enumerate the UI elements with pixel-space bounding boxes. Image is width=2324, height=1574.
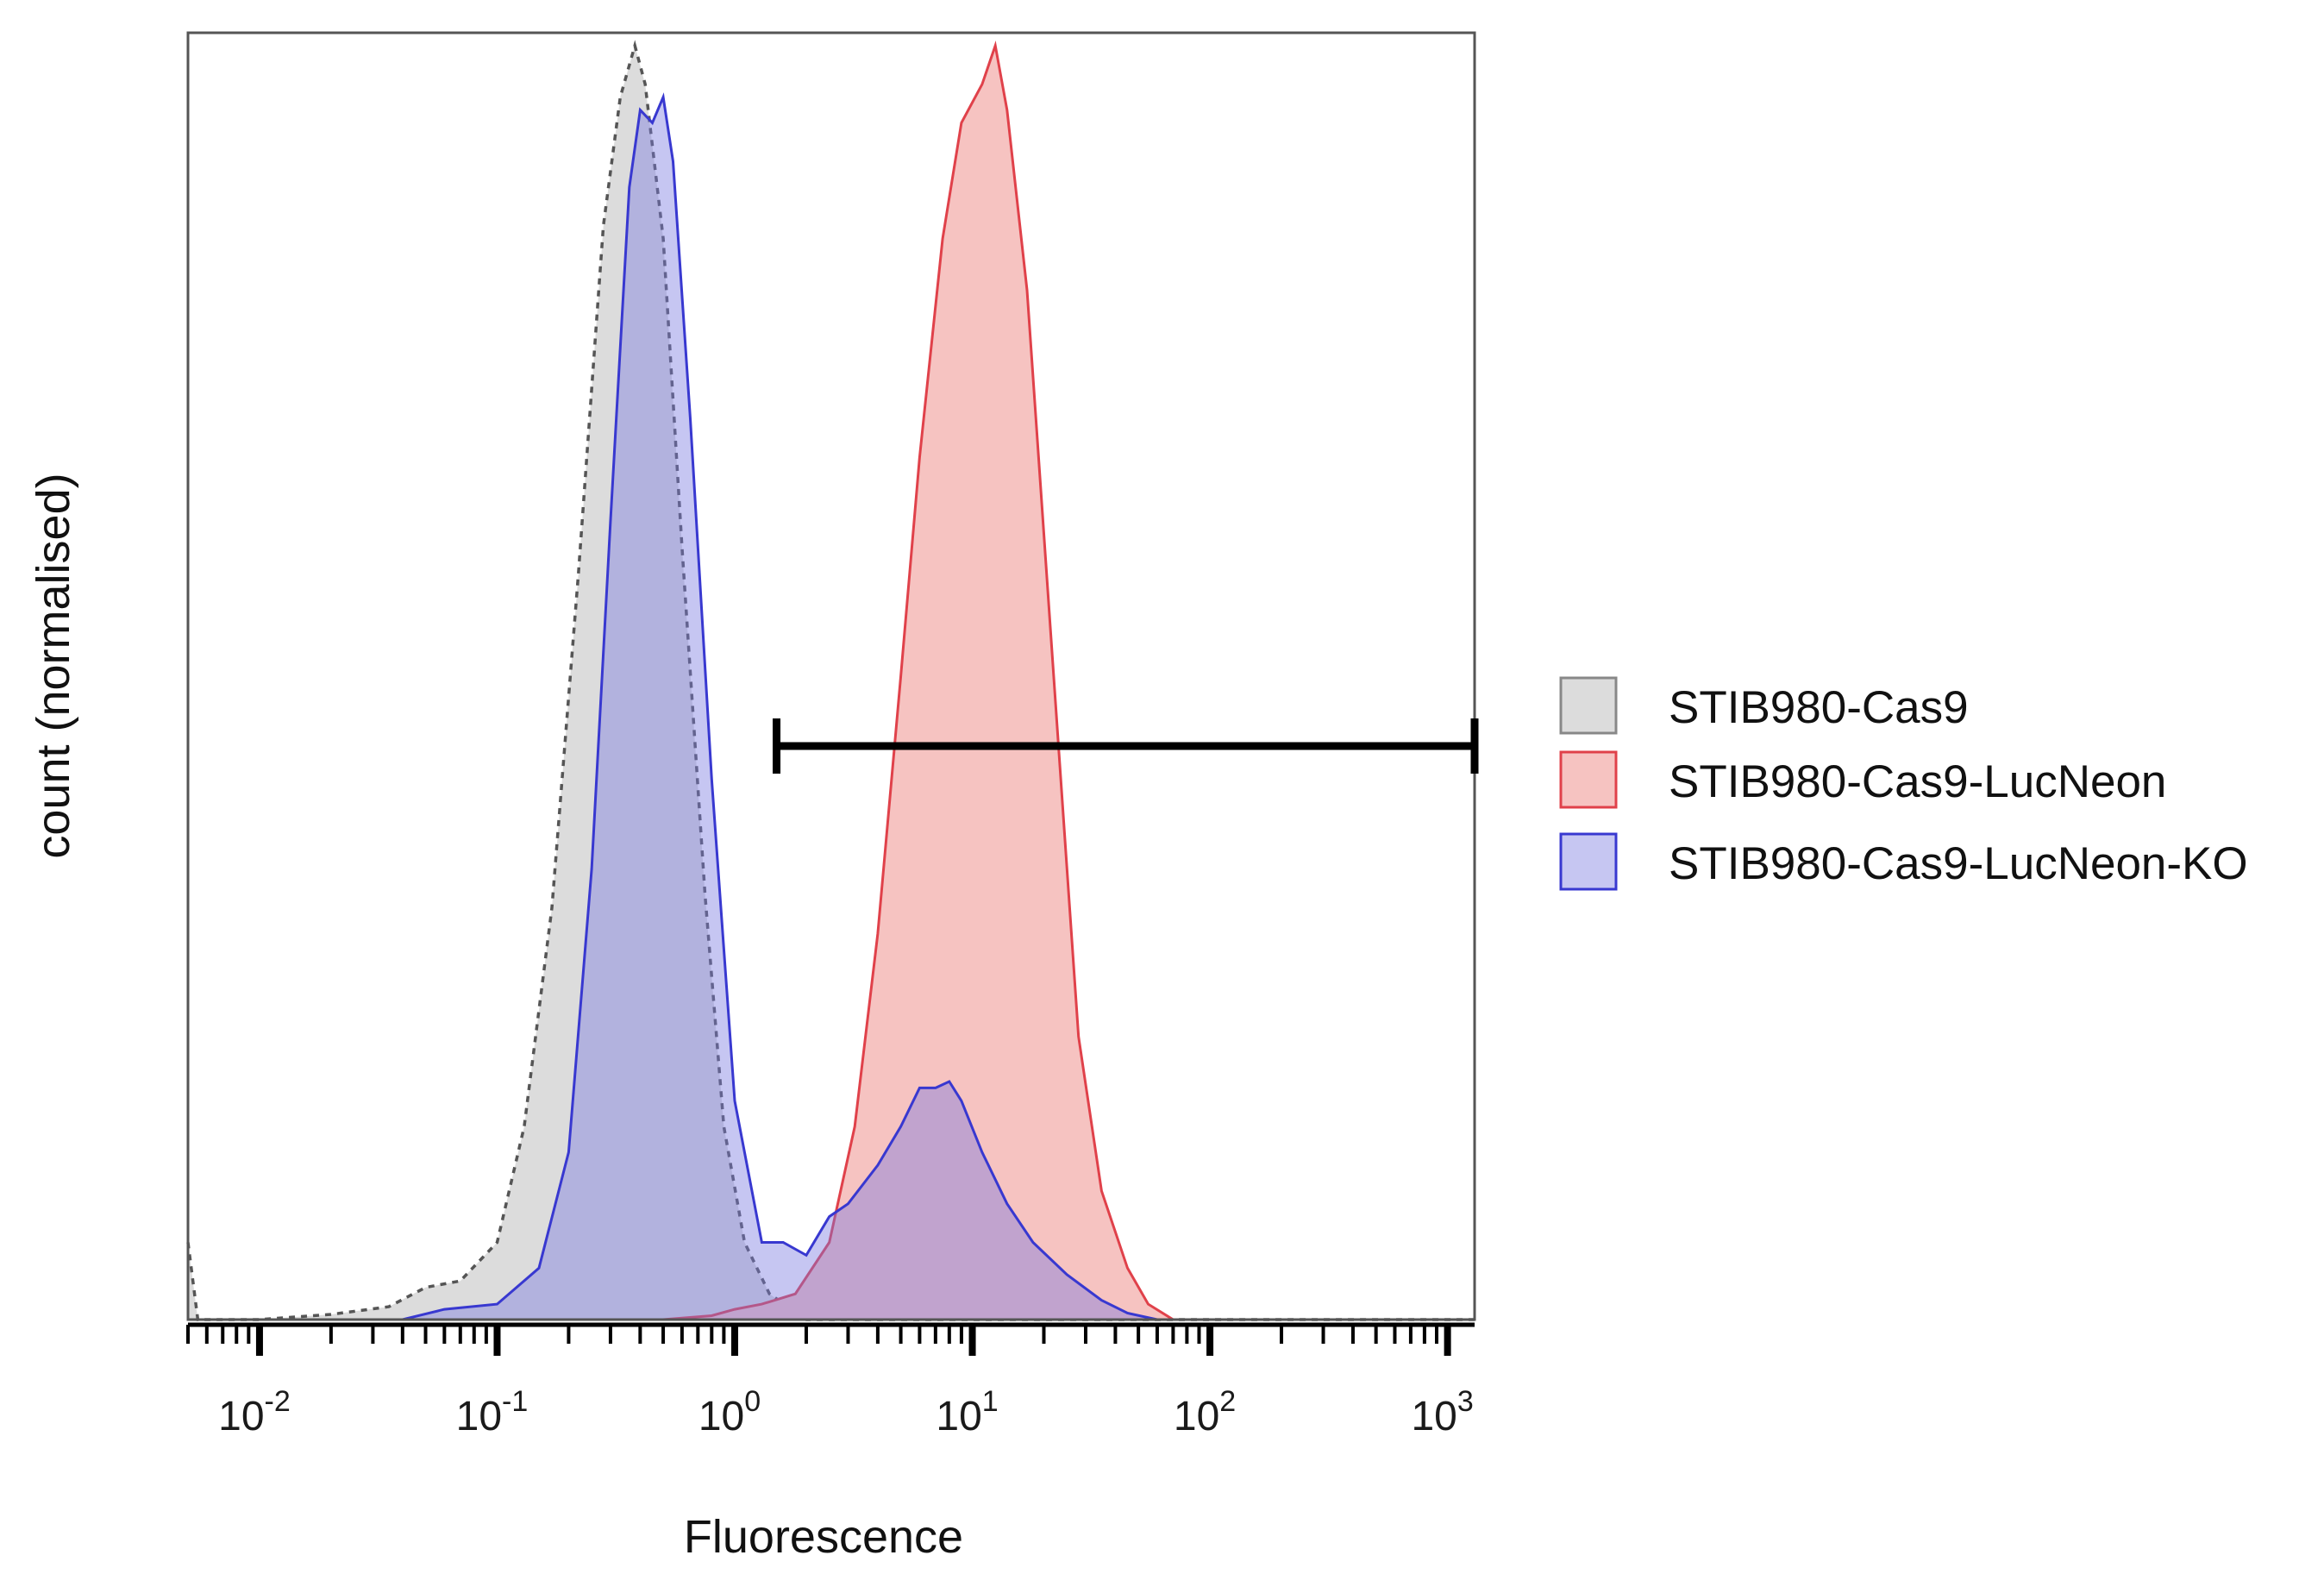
legend: STIB980-Cas9 STIB980-Cas9-LucNeon STIB980-…: [1559, 676, 2248, 891]
legend-swatch-stib980-cas9-lucneon-ko: [1559, 832, 1618, 891]
x-tick-label: 10-1: [456, 1385, 529, 1439]
x-tick-label: 100: [698, 1385, 761, 1439]
series-area-stib980-cas9-lucneon-ko: [188, 97, 1475, 1320]
legend-label-stib980-cas9-lucneon-ko: STIB980-Cas9-LucNeon-KO: [1669, 838, 2248, 889]
legend-label-stib980-cas9-lucneon: STIB980-Cas9-LucNeon: [1669, 756, 2166, 807]
series-area-stib980-cas9-lucneon: [188, 45, 1475, 1320]
x-axis: 10-2 10-1 100 101 102 103: [186, 1322, 1475, 1439]
series-area-stib980-cas9: [188, 45, 1475, 1320]
legend-swatch-stib980-cas9-lucneon: [1559, 750, 1618, 809]
plot-area: [186, 40, 1475, 1321]
legend-swatch-stib980-cas9: [1559, 676, 1618, 735]
x-axis-title: Fluorescence: [684, 1511, 963, 1563]
plot-frame: [186, 31, 1476, 1321]
series-outline-stib980-cas9-lucneon-ko: [188, 92, 1475, 1321]
legend-label-stib980-cas9: STIB980-Cas9: [1669, 682, 1969, 733]
x-tick-label: 101: [936, 1385, 998, 1439]
x-tick-label: 102: [1174, 1385, 1236, 1439]
gate-marker: [773, 718, 1479, 774]
series-outline-stib980-cas9-lucneon: [188, 40, 1475, 1321]
x-tick-label: 103: [1411, 1385, 1473, 1439]
series-outline-stib980-cas9: [186, 40, 1475, 1321]
x-tick-label: 10-2: [218, 1385, 291, 1439]
y-axis-title: count (normalised): [28, 473, 79, 858]
